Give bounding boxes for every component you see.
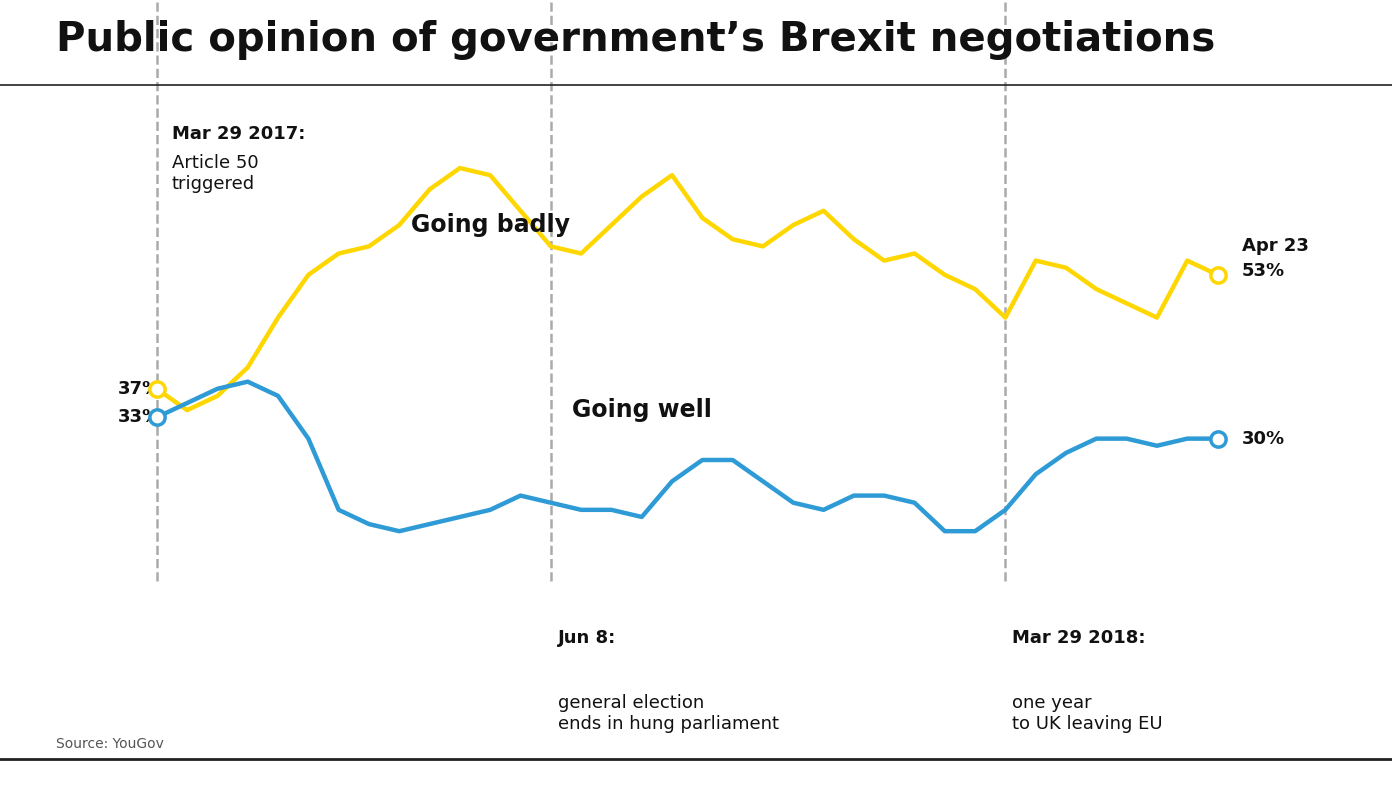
Text: 53%: 53% [1242, 262, 1285, 280]
Text: 33%: 33% [117, 408, 160, 426]
Text: Public opinion of government’s Brexit negotiations: Public opinion of government’s Brexit ne… [56, 20, 1215, 61]
Text: Article 50
triggered: Article 50 triggered [173, 154, 259, 193]
Text: Apr 23: Apr 23 [1242, 237, 1308, 255]
Text: Source: YouGov: Source: YouGov [56, 737, 163, 751]
Text: 37%: 37% [117, 380, 160, 398]
Text: Going badly: Going badly [411, 213, 569, 237]
Text: Going well: Going well [572, 398, 711, 422]
Text: 30%: 30% [1242, 429, 1285, 448]
Text: general election
ends in hung parliament: general election ends in hung parliament [558, 694, 778, 733]
Text: Jun 8:: Jun 8: [558, 629, 617, 647]
Text: PA: PA [1274, 691, 1332, 734]
Text: one year
to UK leaving EU: one year to UK leaving EU [1012, 694, 1162, 733]
Text: Mar 29 2017:: Mar 29 2017: [173, 125, 305, 144]
Text: Mar 29 2018:: Mar 29 2018: [1012, 629, 1146, 647]
